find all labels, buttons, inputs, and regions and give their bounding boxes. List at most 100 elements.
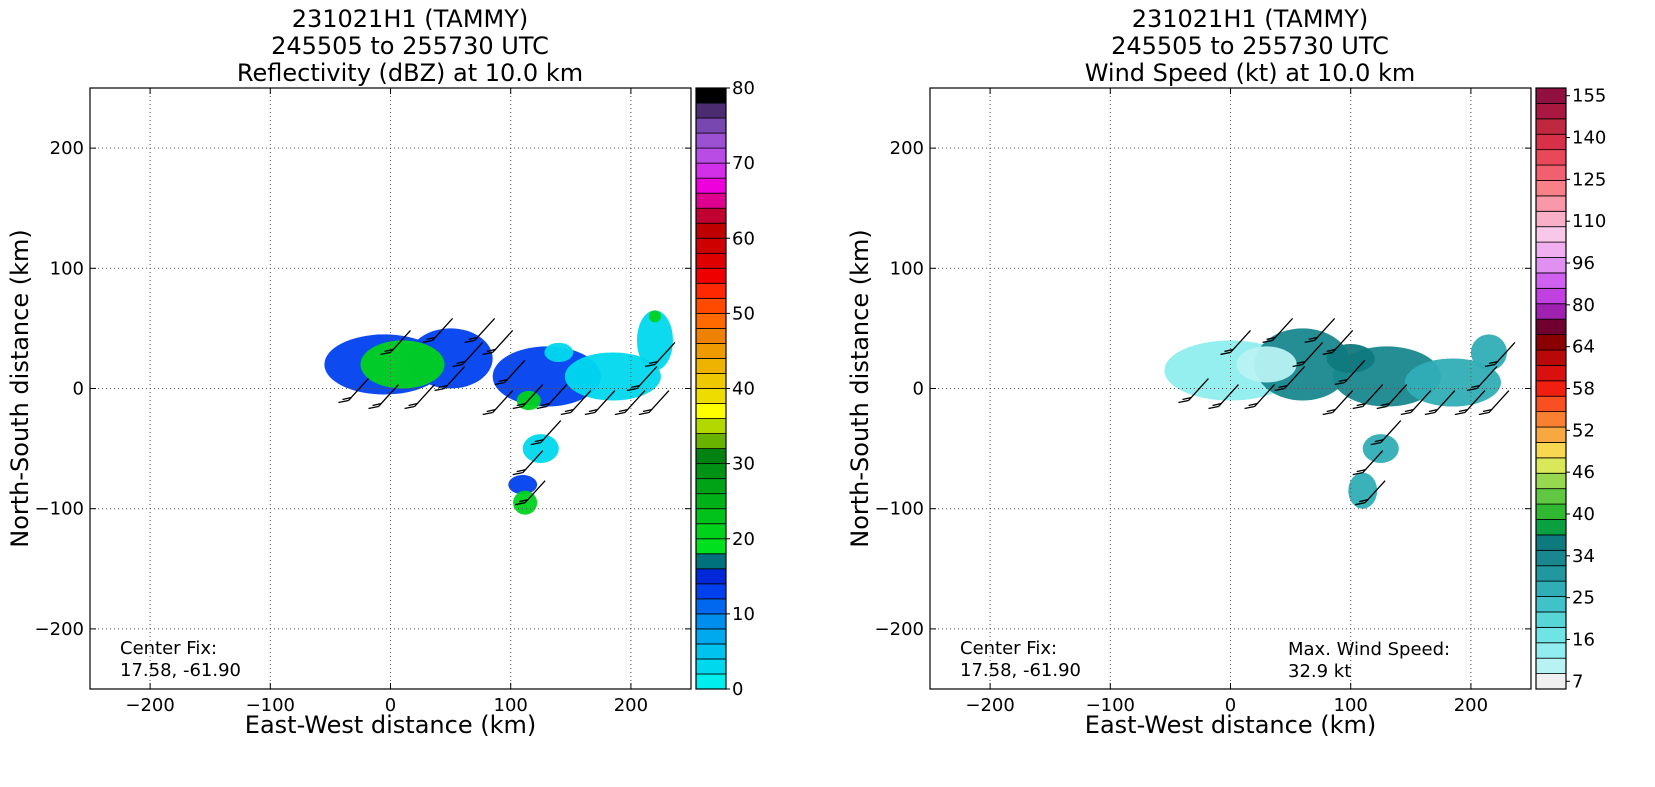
wind-barb-shaft — [474, 317, 496, 341]
wind-barb — [1220, 330, 1251, 356]
wind-barb — [1334, 360, 1366, 386]
colorbar-segment — [1535, 226, 1567, 243]
echo-region — [1236, 346, 1297, 383]
colorbar-segment — [695, 373, 727, 389]
colorbar-segment — [695, 493, 727, 510]
x-tick-label: −100 — [246, 695, 295, 716]
max-wind-label: Max. Wind Speed: — [1288, 639, 1450, 660]
y-tick-label: 100 — [890, 258, 924, 279]
colorbar-segment — [695, 613, 727, 630]
wind-barb-flag — [1266, 336, 1276, 341]
wind-barb-shaft — [1314, 317, 1336, 341]
wind-barb-flag — [564, 408, 574, 413]
wind-barb-flag — [1482, 408, 1493, 413]
colorbar-segment — [695, 312, 727, 329]
wind-barb — [1262, 317, 1294, 344]
colorbar-segment — [1535, 657, 1567, 674]
wind-barb-shaft — [492, 330, 514, 353]
echo-region — [544, 342, 574, 363]
wind-barb-shaft — [1362, 450, 1384, 474]
wind-barb — [338, 378, 369, 404]
colorbar-segment — [1535, 580, 1567, 597]
wind-barb-flag — [1274, 387, 1285, 392]
wind-barb-shaft — [1434, 390, 1456, 413]
wind-barb-flag — [514, 502, 526, 506]
wind-barb-flag — [1380, 402, 1390, 407]
wind-barb-flag — [498, 378, 508, 383]
colorbar-tick-label: 80 — [1572, 295, 1595, 316]
wind-barb-flag — [1338, 378, 1348, 383]
wind-barb-flag — [648, 360, 659, 365]
colorbar-segment — [1535, 411, 1567, 428]
colorbar-segment — [1535, 133, 1567, 151]
wind-barb-flag — [1278, 384, 1288, 389]
chart-title-line-2: 245505 to 255730 UTC — [271, 32, 549, 60]
colorbar-segment — [1535, 442, 1567, 459]
wind-speed-chart: −200 −100 0 100 200 −200 −100 0 100 200 East-West … — [846, 86, 1606, 739]
colorbar-segment — [1535, 87, 1567, 104]
wind-barb-flag — [482, 351, 493, 356]
y-tick-label: −100 — [875, 499, 924, 520]
wind-barb-flag — [438, 384, 448, 389]
wind-barb-flag — [486, 408, 496, 413]
wind-barb-flag — [482, 411, 493, 416]
wind-barb-shaft — [1302, 342, 1324, 365]
center-fix-label: Center Fix: — [960, 638, 1057, 659]
wind-barb — [626, 366, 658, 392]
colorbar-segment — [695, 448, 727, 465]
y-tick-label: 200 — [50, 138, 84, 159]
wind-barb-shaft — [1332, 390, 1354, 413]
wind-barb-shaft — [1380, 420, 1402, 444]
wind-barb-shaft — [540, 420, 562, 444]
colorbar-tick-label: 34 — [1572, 546, 1595, 567]
colorbar-tick-label: 46 — [1572, 462, 1595, 483]
wind-barb — [1484, 342, 1516, 368]
reflectivity-chart: −200 −100 0 100 200−200−1000100200East-West … — [6, 78, 755, 739]
x-tick-label: 100 — [494, 695, 528, 716]
wind-barb-shaft — [504, 360, 526, 383]
colorbar-segment — [695, 297, 727, 314]
wind-barb-flag — [384, 348, 394, 353]
wind-barb-flag — [626, 387, 638, 392]
wind-barb-flag — [1178, 399, 1189, 404]
wind-barb-flag — [1354, 502, 1366, 506]
wind-barb — [614, 390, 646, 416]
wind-barb-flag — [638, 411, 650, 416]
wind-barb-flag — [1356, 469, 1366, 473]
wind-barb-flag — [1424, 411, 1435, 416]
wind-barb — [1352, 384, 1384, 410]
colorbar-segment — [695, 177, 727, 194]
colorbar-segment — [695, 222, 727, 239]
wind-barb-flag — [426, 336, 436, 341]
echo-region — [1404, 358, 1501, 407]
colorbar-tick-label: 16 — [1572, 629, 1595, 650]
wind-barb — [452, 342, 484, 368]
colorbar-segment — [1535, 472, 1567, 490]
colorbar-tick-label: 155 — [1572, 86, 1606, 107]
x-tick-label: −100 — [1086, 695, 1135, 716]
wind-barb-flag — [1322, 351, 1333, 356]
wind-barb — [1178, 378, 1209, 404]
center-fix-label: Center Fix: — [120, 638, 217, 659]
wind-barb — [638, 390, 670, 416]
colorbar-tick-label: 110 — [1572, 211, 1606, 232]
colorbar-tick-label: 20 — [732, 529, 755, 550]
colorbar-segment — [695, 132, 727, 149]
colorbar-segment — [695, 282, 727, 299]
wind-barb-flag — [1296, 360, 1306, 365]
colorbar-tick-label: 60 — [732, 228, 755, 249]
y-tick-label: 100 — [50, 258, 84, 279]
wind-barb-flag — [1352, 405, 1363, 410]
wind-barb-shaft — [414, 384, 436, 407]
wind-barb-flag — [456, 360, 466, 365]
colorbar-segment — [1535, 426, 1567, 443]
colorbar-tick-label: 80 — [732, 78, 755, 99]
wind-barb — [584, 390, 616, 416]
chart-title-line-2: 245505 to 255730 UTC — [1111, 32, 1389, 60]
colorbar-segment — [1535, 488, 1567, 505]
wind-barb-flag — [518, 499, 529, 503]
wind-barb-shaft — [1476, 366, 1498, 389]
wind-barb-flag — [434, 387, 445, 392]
chart-title-line-1: 231021H1 (TAMMY) — [1131, 5, 1369, 33]
echo-region — [1362, 434, 1399, 464]
